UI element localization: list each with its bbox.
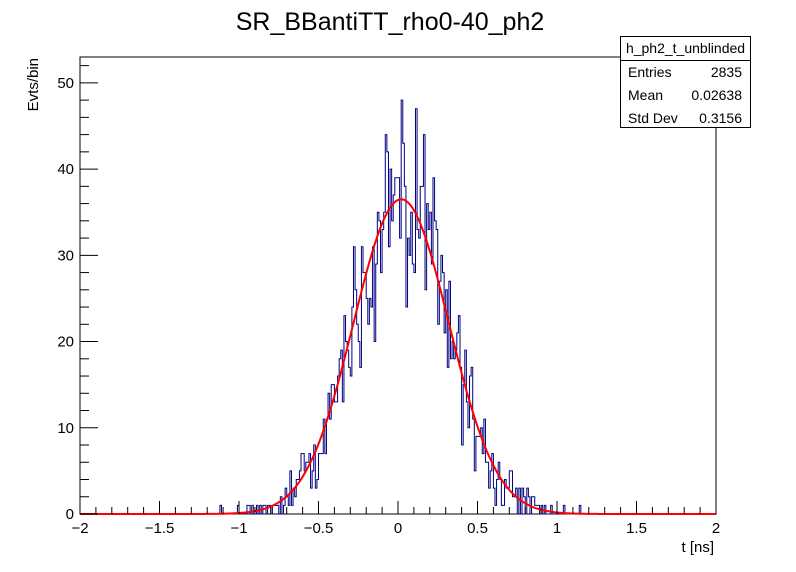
stats-row-mean: Mean 0.02638: [621, 84, 750, 107]
x-tick-label: 0.5: [467, 520, 488, 537]
stats-stddev-label: Std Dev: [628, 110, 678, 126]
stats-row-entries: Entries 2835: [621, 61, 750, 84]
x-tick-label: −0.5: [304, 520, 334, 537]
y-tick-label: 20: [57, 334, 74, 351]
x-tick-label: 2: [712, 520, 720, 537]
fit-layer: [80, 198, 716, 515]
y-tick-label: 40: [57, 161, 74, 178]
y-tick-label: 10: [57, 420, 74, 437]
stats-mean-value: 0.02638: [691, 87, 742, 103]
histogram-series: [80, 99, 716, 515]
stats-box-title: h_ph2_t_unblinded: [621, 37, 750, 61]
y-axis-title: Evts/bin: [25, 58, 42, 111]
stats-mean-label: Mean: [628, 87, 664, 103]
x-tick-label: 0: [394, 520, 402, 537]
y-tick-label: 30: [57, 247, 74, 264]
stats-box: h_ph2_t_unblinded Entries 2835 Mean 0.02…: [620, 36, 751, 128]
chart-title: SR_BBantiTT_rho0-40_ph2: [236, 8, 545, 36]
y-tick-label: 0: [66, 506, 74, 523]
x-tick-label: −2: [71, 520, 88, 537]
stats-entries-value: 2835: [710, 64, 742, 80]
x-tick-label: 1.5: [626, 520, 647, 537]
x-tick-label: 1: [553, 520, 561, 537]
gaussian-fit-curve: [80, 198, 716, 515]
stats-stddev-value: 0.3156: [699, 110, 742, 126]
y-tick-label: 50: [57, 75, 74, 92]
x-axis-title: t [ns]: [681, 539, 714, 556]
x-tick-label: −1: [230, 520, 247, 537]
x-tick-label: −1.5: [145, 520, 175, 537]
stats-row-stddev: Std Dev 0.3156: [621, 107, 750, 130]
stats-entries-label: Entries: [628, 64, 672, 80]
histogram-layer: [80, 99, 716, 515]
